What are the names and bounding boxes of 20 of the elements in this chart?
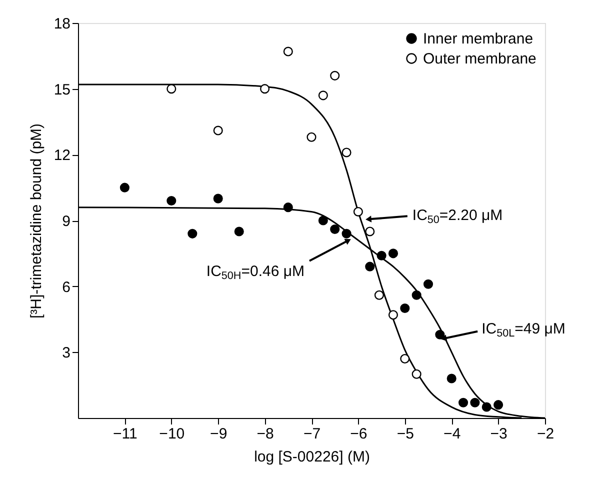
- x-tick-label: −4: [444, 426, 461, 442]
- x-tick-label: −8: [256, 426, 274, 442]
- x-tick-label: −9: [210, 426, 228, 442]
- x-tick-label: −10: [159, 426, 185, 442]
- x-tick-label: −11: [113, 426, 138, 442]
- y-tick-label: 6: [62, 278, 70, 296]
- legend-label: Inner membrane: [423, 30, 534, 48]
- y-tick-label: 9: [62, 213, 70, 230]
- x-tick-label: −2: [536, 426, 554, 442]
- x-tick-label: −7: [303, 426, 321, 442]
- y-tick-label: 12: [54, 147, 70, 164]
- y-tick-label: 15: [54, 81, 70, 98]
- x-tick-label: −3: [490, 426, 508, 442]
- x-axis-title: log [S-00226] (M): [254, 448, 370, 466]
- x-tick-label: −6: [350, 426, 368, 442]
- legend-label: Outer membrane: [423, 50, 536, 68]
- y-tick-label: 3: [62, 344, 70, 362]
- x-tick-label: −5: [396, 426, 414, 442]
- y-axis-title: [³H]-trimetazidine bound (pM): [28, 123, 45, 319]
- y-tick-label: 18: [54, 16, 70, 32]
